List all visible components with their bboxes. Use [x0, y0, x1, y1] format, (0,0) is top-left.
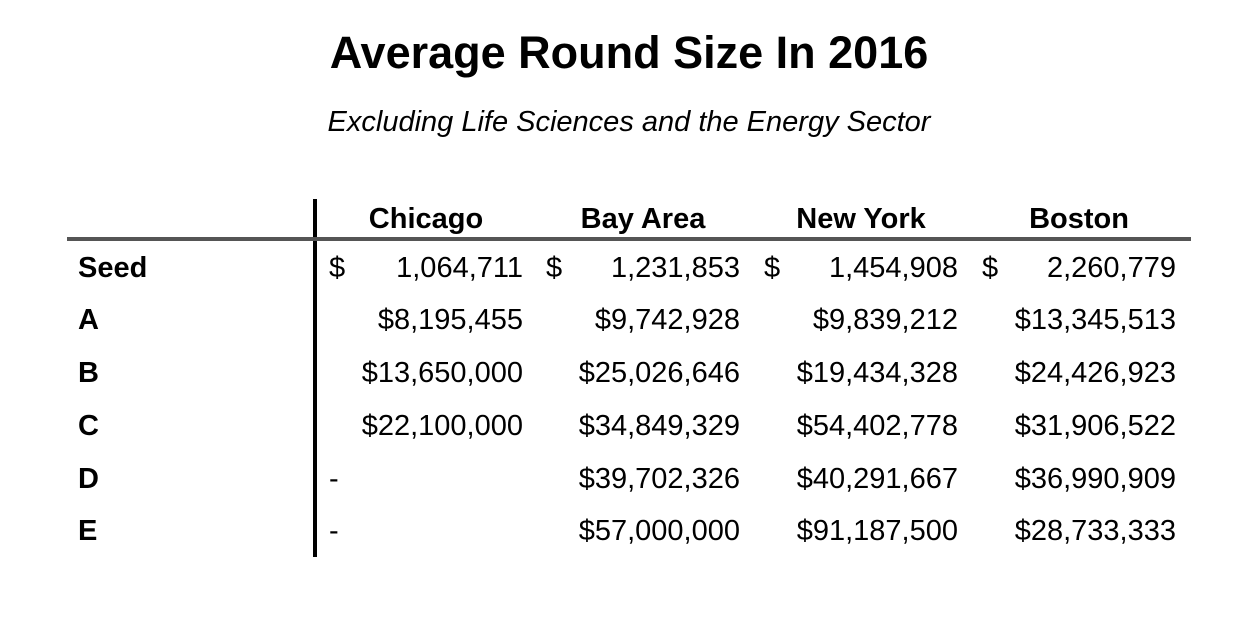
cell-value: 1,064,711: [396, 252, 523, 284]
table-cell: $31,906,522: [982, 408, 1176, 444]
row-label-c: C: [78, 410, 99, 442]
column-header-boston: Boston: [1029, 203, 1129, 235]
table-cell: $1,064,711: [329, 250, 523, 286]
table-cell: $19,434,328: [764, 355, 958, 391]
row-label-seed: Seed: [78, 252, 148, 284]
table-cell: -: [329, 461, 523, 497]
cell-value: $24,426,923: [1014, 357, 1176, 389]
row-label-b: B: [78, 357, 99, 389]
table-cell: $54,402,778: [764, 408, 958, 444]
table-cell: $57,000,000: [546, 513, 740, 549]
row-label-divider: [313, 199, 317, 557]
column-header-chicago: Chicago: [368, 203, 484, 235]
table-cell: $13,650,000: [329, 355, 523, 391]
row-label-a: A: [78, 304, 99, 336]
table-cell: $22,100,000: [329, 408, 523, 444]
table-cell: -: [329, 513, 523, 549]
column-header-bay-area: Bay Area: [580, 203, 706, 235]
table-cell: $34,849,329: [546, 408, 740, 444]
table-cell: $2,260,779: [982, 250, 1176, 286]
cell-value: $19,434,328: [796, 357, 958, 389]
cell-value: $39,702,326: [578, 463, 740, 495]
empty-value: -: [329, 515, 339, 547]
cell-value: $8,195,455: [377, 304, 523, 336]
cell-value: $91,187,500: [796, 515, 958, 547]
table-cell: $25,026,646: [546, 355, 740, 391]
cell-value: $34,849,329: [578, 410, 740, 442]
cell-value: $22,100,000: [361, 410, 523, 442]
cell-value: $57,000,000: [578, 515, 740, 547]
table-cell: $1,454,908: [764, 250, 958, 286]
empty-value: -: [329, 463, 339, 495]
table-cell: $39,702,326: [546, 461, 740, 497]
table-cell: $8,195,455: [329, 302, 523, 338]
chart-subtitle: Excluding Life Sciences and the Energy S…: [327, 106, 931, 138]
currency-symbol: $: [546, 252, 563, 284]
table-cell: $40,291,667: [764, 461, 958, 497]
currency-symbol: $: [329, 252, 346, 284]
cell-value: $36,990,909: [1014, 463, 1176, 495]
cell-value: 1,231,853: [610, 252, 740, 284]
cell-value: $54,402,778: [796, 410, 958, 442]
row-label-e: E: [78, 515, 98, 547]
table-cell: $9,742,928: [546, 302, 740, 338]
cell-value: $9,742,928: [594, 304, 740, 336]
table-cell: $1,231,853: [546, 250, 740, 286]
cell-value: $25,026,646: [578, 357, 740, 389]
cell-value: 2,260,779: [1046, 252, 1176, 284]
currency-symbol: $: [764, 252, 781, 284]
currency-symbol: $: [982, 252, 999, 284]
cell-value: $13,345,513: [1014, 304, 1176, 336]
cell-value: $9,839,212: [812, 304, 958, 336]
cell-value: $13,650,000: [361, 357, 523, 389]
cell-value: $40,291,667: [796, 463, 958, 495]
table-cell: $91,187,500: [764, 513, 958, 549]
table-cell: $24,426,923: [982, 355, 1176, 391]
table-cell: $13,345,513: [982, 302, 1176, 338]
table-cell: $9,839,212: [764, 302, 958, 338]
table-cell: $28,733,333: [982, 513, 1176, 549]
column-header-new-york: New York: [796, 203, 926, 235]
cell-value: 1,454,908: [828, 252, 958, 284]
header-divider: [67, 237, 1191, 241]
table-cell: $36,990,909: [982, 461, 1176, 497]
row-label-d: D: [78, 463, 99, 495]
cell-value: $31,906,522: [1014, 410, 1176, 442]
cell-value: $28,733,333: [1014, 515, 1176, 547]
chart-title: Average Round Size In 2016: [329, 27, 929, 78]
